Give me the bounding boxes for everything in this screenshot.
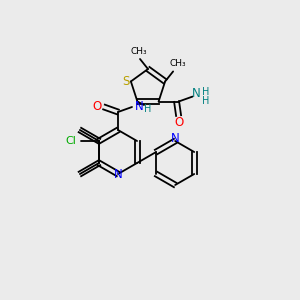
- Text: N: N: [192, 87, 201, 100]
- Text: N: N: [135, 100, 143, 112]
- Text: CH₃: CH₃: [131, 46, 147, 56]
- Text: O: O: [174, 116, 183, 129]
- Text: N: N: [114, 169, 122, 182]
- Text: O: O: [92, 100, 102, 112]
- Text: H: H: [144, 104, 152, 114]
- Text: H: H: [202, 87, 209, 97]
- Text: H: H: [202, 96, 209, 106]
- Text: CH₃: CH₃: [170, 59, 186, 68]
- Text: S: S: [122, 75, 130, 88]
- Text: N: N: [171, 133, 179, 146]
- Text: Cl: Cl: [65, 136, 76, 146]
